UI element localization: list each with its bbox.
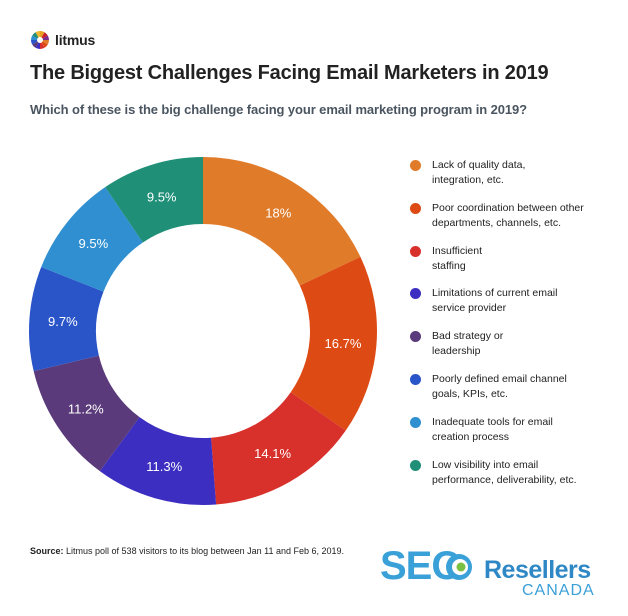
legend-swatch [410,373,421,385]
source-note: Source: Litmus poll of 538 visitors to i… [30,546,344,556]
donut-slice-8 [105,157,203,243]
legend-label: Insufficient staffing [432,244,483,272]
slice-value-label-2: 16.7% [325,336,362,351]
donut-slice-1 [203,157,361,286]
slice-value-label-7: 9.5% [79,236,109,251]
donut-slice-2 [290,256,377,431]
slice-value-label-1: 18% [265,205,291,220]
legend-swatch [410,416,421,428]
chart-title: The Biggest Challenges Facing Email Mark… [30,62,549,84]
legend-label: Lack of quality data, integration, etc. [432,159,526,186]
legend-label: Poorly defined email channel goals, KPIs… [432,372,567,400]
chart-legend: Lack of quality data, integration, etc. P… [410,158,620,500]
legend-swatch [410,245,421,257]
swirl-icon [446,554,472,580]
slice-value-label-3: 14.1% [254,446,291,461]
legend-item-2: Poor coordination between other departme… [410,201,620,244]
legend-swatch [410,202,421,214]
legend-swatch [410,160,421,171]
slice-value-label-6: 9.7% [48,314,78,329]
slice-value-label-4: 11.3% [146,459,182,474]
legend-item-5: Bad strategy or leadership [410,329,620,372]
legend-label: Low visibility into email performance, d… [432,458,577,486]
slice-value-label-5: 11.2% [68,402,104,417]
legend-item-8: Low visibility into email performance, d… [410,458,620,501]
legend-label: Poor coordination between other departme… [432,201,584,229]
legend-swatch [410,288,421,300]
donut-slice-6 [28,266,104,372]
legend-item-7: Inadequate tools for email creation proc… [410,415,620,458]
legend-item-3: Insufficient staffing [410,244,620,287]
source-text: Litmus poll of 538 visitors to its blog … [66,546,345,556]
legend-swatch [410,331,421,343]
seo-resellers-watermark: SEO Resellers CANADA [380,544,620,604]
source-prefix: Source: [30,546,64,556]
legend-item-4: Limitations of current email service pro… [410,286,620,329]
watermark-canada: CANADA [522,582,595,599]
litmus-logo: litmus [30,30,95,50]
legend-label: Inadequate tools for email creation proc… [432,415,553,443]
donut-slice-4 [99,417,217,505]
legend-item-1: Lack of quality data, integration, etc. [410,158,620,201]
legend-item-6: Poorly defined email channel goals, KPIs… [410,372,620,415]
legend-label: Limitations of current email service pro… [432,287,558,315]
watermark-resellers: Resellers [484,556,591,584]
legend-label: Bad strategy or leadership [432,330,504,358]
slice-value-label-8: 9.5% [147,190,177,205]
donut-slice-5 [33,355,140,472]
litmus-logo-icon [31,31,49,49]
donut-slice-7 [41,187,143,292]
litmus-logo-text: litmus [55,32,96,48]
chart-subtitle: Which of these is the big challenge faci… [30,102,527,117]
legend-swatch [410,459,421,471]
donut-slice-3 [211,392,346,505]
